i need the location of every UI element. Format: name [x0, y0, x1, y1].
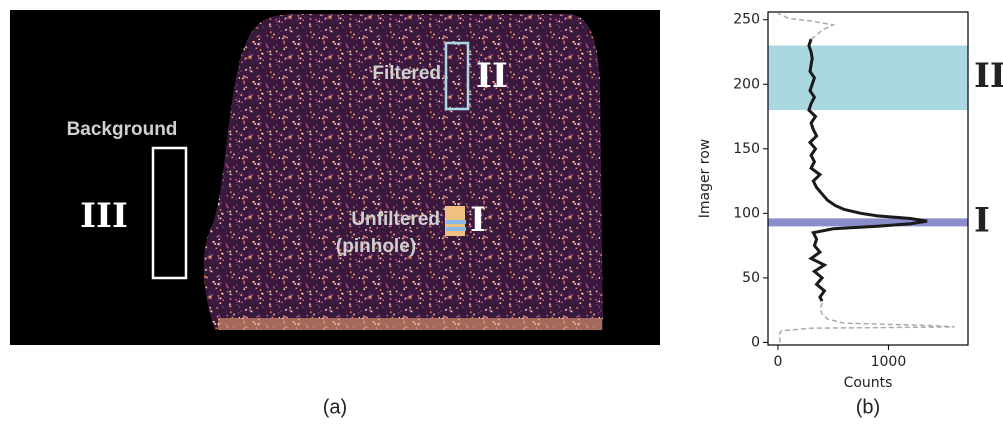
- band-label: I: [974, 200, 990, 240]
- region-label: II: [476, 56, 508, 96]
- region-label: I: [470, 200, 486, 240]
- y-tick-label: 250: [733, 12, 760, 28]
- label: (pinhole): [336, 236, 416, 257]
- band: [768, 46, 968, 111]
- label: Unfiltered: [351, 209, 440, 230]
- band: [768, 218, 968, 226]
- caption: (a): [323, 396, 347, 418]
- y-tick-label: 50: [742, 270, 760, 286]
- x-tick-label: 1000: [871, 354, 907, 370]
- x-axis-label: Counts: [844, 375, 893, 391]
- x-tick-label: 0: [773, 354, 782, 370]
- bright-edge: [218, 318, 602, 330]
- y-tick-label: 200: [733, 76, 760, 92]
- detector-image: [204, 14, 603, 330]
- label: Background: [67, 119, 178, 140]
- region-marker: [446, 220, 466, 224]
- region-marker: [446, 227, 466, 231]
- caption: (b): [856, 396, 880, 418]
- y-tick-label: 100: [733, 205, 760, 221]
- label: Filtered: [372, 63, 441, 84]
- y-axis-label: Imager row: [697, 139, 713, 219]
- y-tick-label: 150: [733, 141, 760, 157]
- y-tick-label: 0: [751, 334, 760, 350]
- figure: Filtered II Background III Unfiltered (p…: [0, 0, 1003, 426]
- region-label: III: [80, 196, 128, 236]
- band-label: II: [974, 56, 1003, 96]
